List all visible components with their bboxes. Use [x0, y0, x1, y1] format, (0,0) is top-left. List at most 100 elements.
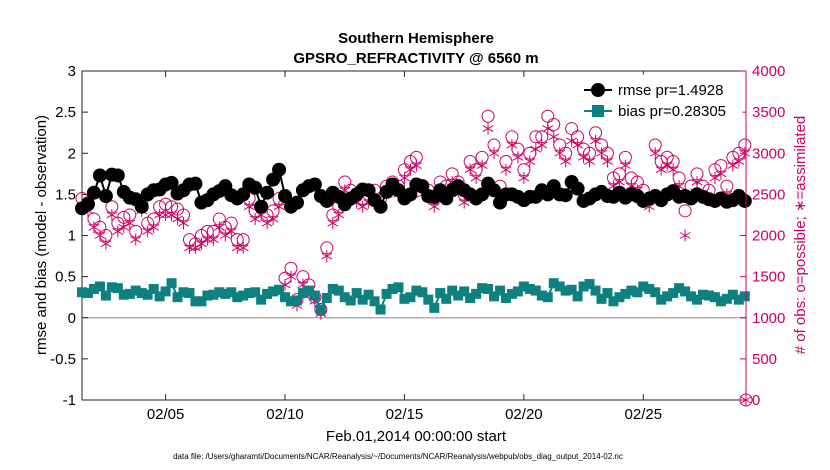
bias-point	[524, 283, 535, 294]
bias-point	[584, 279, 595, 290]
obs-assimilated-point	[596, 147, 607, 160]
bias-point	[441, 293, 452, 304]
rmse-point	[86, 185, 101, 200]
rmse-point	[278, 189, 293, 204]
bias-point	[489, 291, 500, 302]
bias-point	[327, 283, 338, 294]
obs-assimilated-point	[691, 176, 703, 189]
series-bias	[77, 278, 750, 315]
obs-assimilated-point	[727, 159, 739, 172]
bias-point	[274, 284, 285, 295]
bias-point	[369, 296, 380, 307]
bias-point	[112, 283, 123, 294]
bias-point	[339, 292, 350, 303]
bias-point	[692, 294, 703, 305]
obs-assimilated-point	[619, 159, 631, 172]
bias-point	[644, 283, 655, 294]
bias-point	[351, 288, 362, 299]
obs-assimilated-point	[94, 229, 106, 242]
bias-point	[477, 283, 488, 294]
bias-point	[620, 288, 631, 299]
bias-point	[315, 304, 326, 315]
obs-assimilated-point	[709, 171, 721, 184]
rmse-point	[373, 199, 388, 214]
bias-point	[357, 294, 368, 305]
bias-point	[560, 285, 571, 296]
obs-assimilated-point	[190, 241, 201, 254]
bias-point	[399, 293, 410, 304]
bias-point	[656, 294, 667, 305]
obs-assimilated-point	[410, 159, 422, 172]
bias-point	[626, 285, 637, 296]
bias-point	[542, 292, 553, 303]
obs-assimilated-point	[219, 229, 231, 242]
obs-assimilated-point	[566, 134, 578, 147]
rmse-point	[737, 193, 752, 208]
bias-point	[715, 296, 726, 307]
legend: rmse pr=1.4928 bias pr=0.28305	[577, 74, 743, 122]
bias-point	[333, 285, 344, 296]
left-y-tick-label: 0.5	[55, 269, 76, 286]
right-y-tick-label: 1500	[752, 269, 785, 286]
y-axis-label-right: # of obs: o=possible; ∗=assimilated	[792, 116, 809, 355]
obs-assimilated-point	[572, 139, 584, 152]
obs-assimilated-point	[506, 139, 518, 152]
right-y-tick-label: 500	[752, 351, 777, 368]
obs-assimilated-point	[124, 217, 136, 230]
obs-assimilated-point	[649, 147, 661, 160]
obs-assimilated-point	[333, 208, 345, 221]
obs-assimilated-point	[213, 221, 225, 234]
bias-point	[554, 281, 565, 292]
obs-assimilated-point	[178, 217, 189, 230]
rmse-point	[164, 175, 179, 190]
obs-assimilated-point	[536, 139, 548, 152]
obs-assimilated-point	[733, 155, 745, 168]
left-y-tick-label: 1.5	[55, 186, 76, 203]
bias-point	[453, 290, 464, 301]
bias-point	[566, 284, 577, 295]
obs-assimilated-point	[578, 151, 590, 164]
bias-point	[291, 295, 302, 306]
bias-point	[739, 291, 750, 302]
right-y-tick-label: 4000	[752, 63, 785, 80]
obs-assimilated-point	[548, 130, 560, 143]
data-file-footnote: data file: /Users/gharamti/Documents/NCA…	[173, 452, 623, 461]
obs-assimilated-point	[237, 241, 249, 254]
bias-point	[77, 287, 87, 298]
legend-bias-label: bias pr=0.28305	[618, 103, 726, 120]
obs-assimilated-point	[542, 122, 554, 135]
bias-point	[178, 287, 189, 298]
bias-point	[154, 291, 165, 302]
bias-point	[166, 278, 177, 289]
obs-assimilated-point	[739, 147, 751, 160]
x-axis-ticks: 02/05 02/10 02/15 02/20 02/25	[147, 71, 662, 423]
bias-point	[309, 290, 320, 301]
right-y-tick-label: 3500	[752, 104, 785, 121]
bias-point	[345, 295, 356, 306]
left-y-tick-label: 1	[68, 228, 76, 245]
x-tick-label: 02/15	[386, 406, 424, 423]
bias-point	[632, 287, 643, 298]
bias-point	[280, 292, 291, 303]
bias-point	[698, 289, 709, 300]
bias-point	[88, 283, 99, 294]
x-tick-label: 02/10	[266, 406, 304, 423]
rmse-point	[475, 187, 490, 202]
obs-assimilated-point	[88, 221, 100, 234]
bias-point	[471, 288, 482, 299]
bias-point	[184, 288, 195, 299]
chart-title-line1: Southern Hemisphere	[338, 30, 494, 47]
bias-point	[381, 288, 392, 299]
bias-point	[650, 287, 661, 298]
obs-possible-point	[481, 109, 495, 123]
bias-point	[494, 285, 505, 296]
obs-assimilated-point	[476, 159, 488, 172]
bias-point	[118, 289, 129, 300]
bias-point	[208, 289, 219, 300]
bias-point	[148, 283, 159, 294]
bias-point	[435, 288, 446, 299]
legend-bias-marker	[592, 105, 604, 117]
bias-point	[232, 292, 243, 303]
obs-assimilated-point	[261, 217, 273, 230]
rmse-point	[134, 199, 149, 214]
